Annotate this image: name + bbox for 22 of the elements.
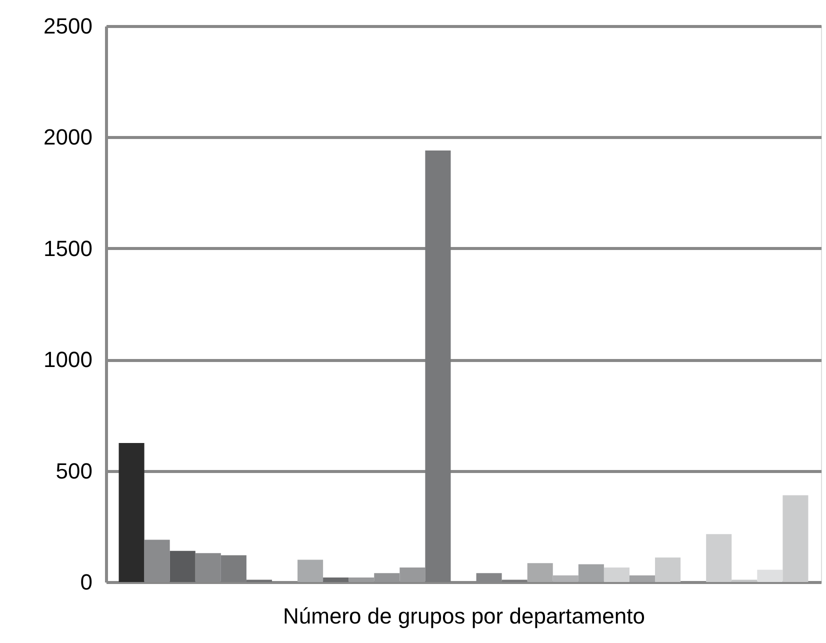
y-tick-label: 2500 [44,14,92,38]
bar [476,573,502,582]
bar [629,575,656,582]
y-tick-label: 1500 [44,236,92,261]
bar [782,495,808,582]
bar [425,150,451,582]
bar [220,555,246,582]
y-tick-label: 0 [80,570,92,594]
bar [578,564,604,582]
x-axis-title: Número de grupos por departamento [283,604,645,628]
bar [604,568,630,582]
y-tick-label: 2000 [44,124,92,150]
bar [195,553,221,582]
bar [298,560,324,582]
bar [757,570,783,582]
y-tick-label: 500 [56,458,92,484]
bar [323,578,349,582]
bar [655,558,681,582]
bar [144,540,170,582]
y-tick-label: 1000 [44,347,92,372]
bar [118,443,144,582]
bar [170,550,196,582]
